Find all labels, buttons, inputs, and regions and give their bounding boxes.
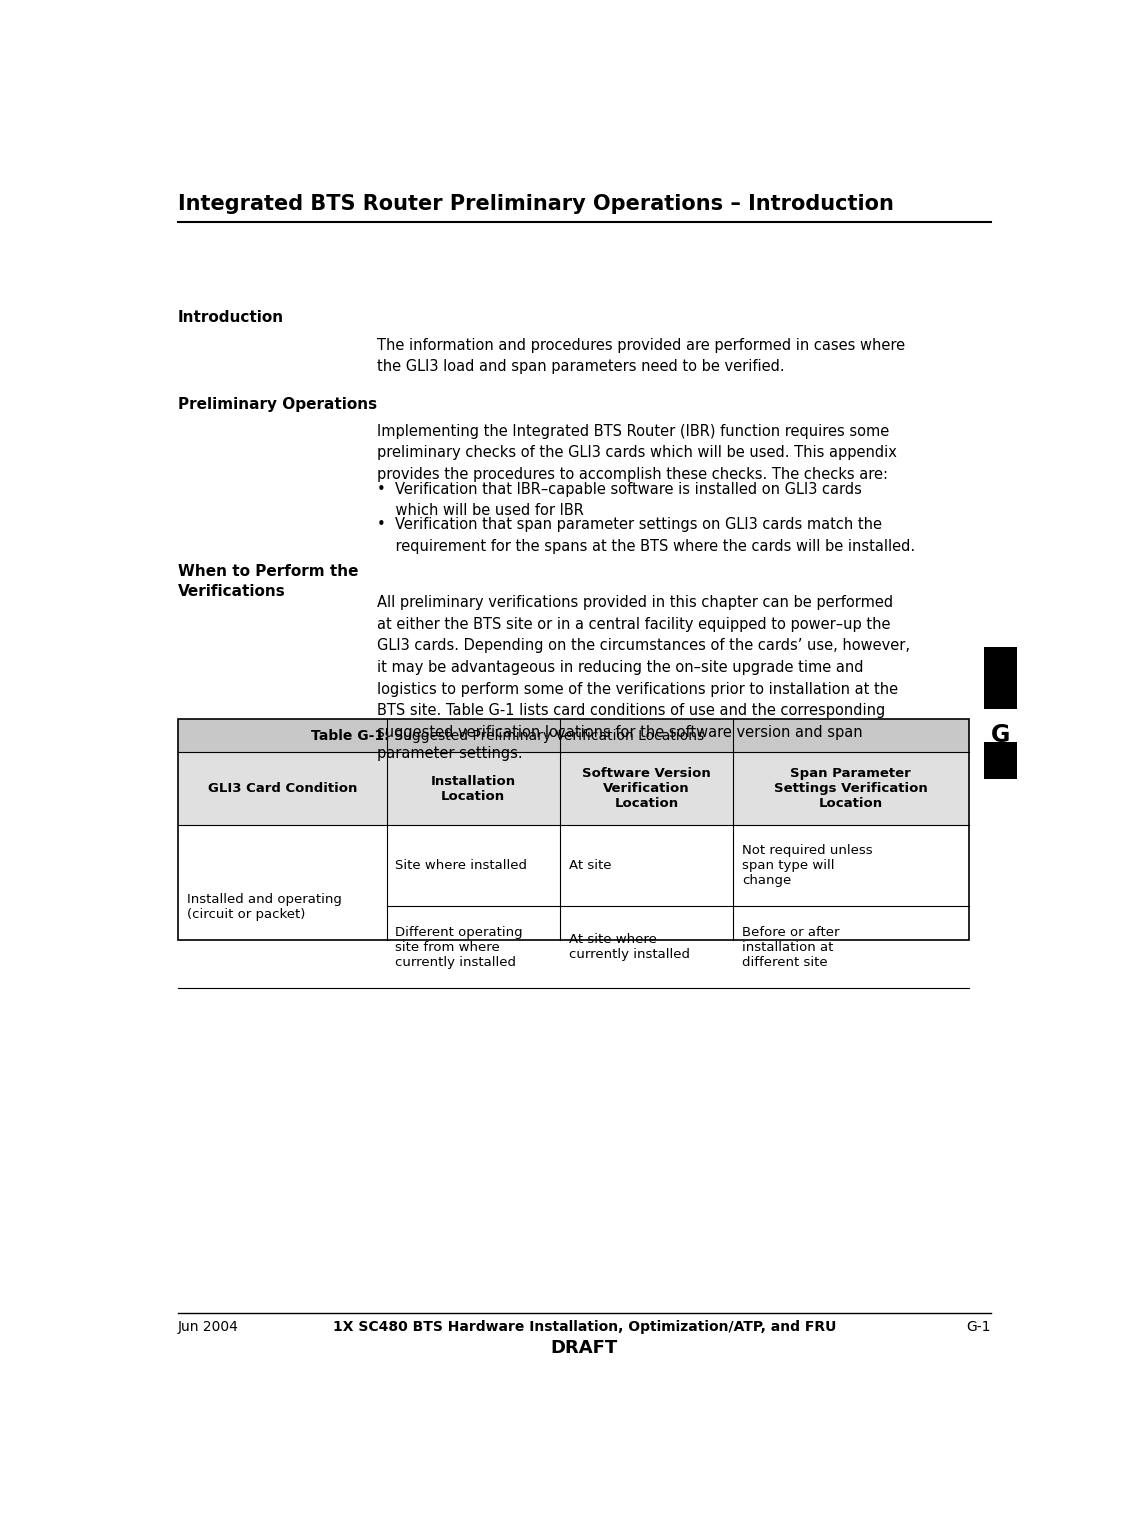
Text: Installation
Location: Installation Location [431,775,515,802]
Text: All preliminary verifications provided in this chapter can be performed
at eithe: All preliminary verifications provided i… [376,595,910,761]
Text: At site where
currently installed: At site where currently installed [569,933,690,962]
Bar [178,719,969,752]
Text: Before or after
installation at
different site: Before or after installation at differen… [742,925,839,968]
Text: G: G [991,723,1010,747]
Text: Introduction: Introduction [178,310,284,325]
Text: At site: At site [569,859,611,873]
Text: GLI3 Card Condition: GLI3 Card Condition [207,782,357,795]
Text: Table G-1:: Table G-1: [311,729,390,742]
Text: Site where installed: Site where installed [396,859,528,873]
Text: DRAFT: DRAFT [551,1339,618,1358]
Text: Suggested Preliminary Verification Locations: Suggested Preliminary Verification Locat… [390,729,705,742]
Text: The information and procedures provided are performed in cases where
the GLI3 lo: The information and procedures provided … [376,337,905,374]
Text: G-1: G-1 [967,1321,991,1335]
Text: Integrated BTS Router Preliminary Operations – Introduction: Integrated BTS Router Preliminary Operat… [178,193,894,213]
Text: Software Version
Verification
Location: Software Version Verification Location [583,767,711,810]
Bar [178,719,969,940]
Text: Implementing the Integrated BTS Router (IBR) function requires some
preliminary : Implementing the Integrated BTS Router (… [376,423,896,482]
Text: Preliminary Operations: Preliminary Operations [178,397,377,411]
Text: Not required unless
span type will
change: Not required unless span type will chang… [742,844,872,887]
Text: Jun 2004: Jun 2004 [178,1321,238,1335]
Text: •  Verification that IBR–capable software is installed on GLI3 cards
    which w: • Verification that IBR–capable software… [376,482,862,518]
Text: Installed and operating
(circuit or packet): Installed and operating (circuit or pack… [187,893,342,920]
Text: When to Perform the
Verifications: When to Perform the Verifications [178,565,358,600]
Text: •  Verification that span parameter settings on GLI3 cards match the
    require: • Verification that span parameter setti… [376,517,914,554]
Bar [984,647,1017,709]
Text: 1X SC480 BTS Hardware Installation, Optimization/ATP, and FRU: 1X SC480 BTS Hardware Installation, Opti… [333,1321,836,1335]
Text: Span Parameter
Settings Verification
Location: Span Parameter Settings Verification Loc… [774,767,928,810]
Text: Different operating
site from where
currently installed: Different operating site from where curr… [396,925,523,968]
Bar [984,741,1017,779]
Bar [178,752,969,825]
